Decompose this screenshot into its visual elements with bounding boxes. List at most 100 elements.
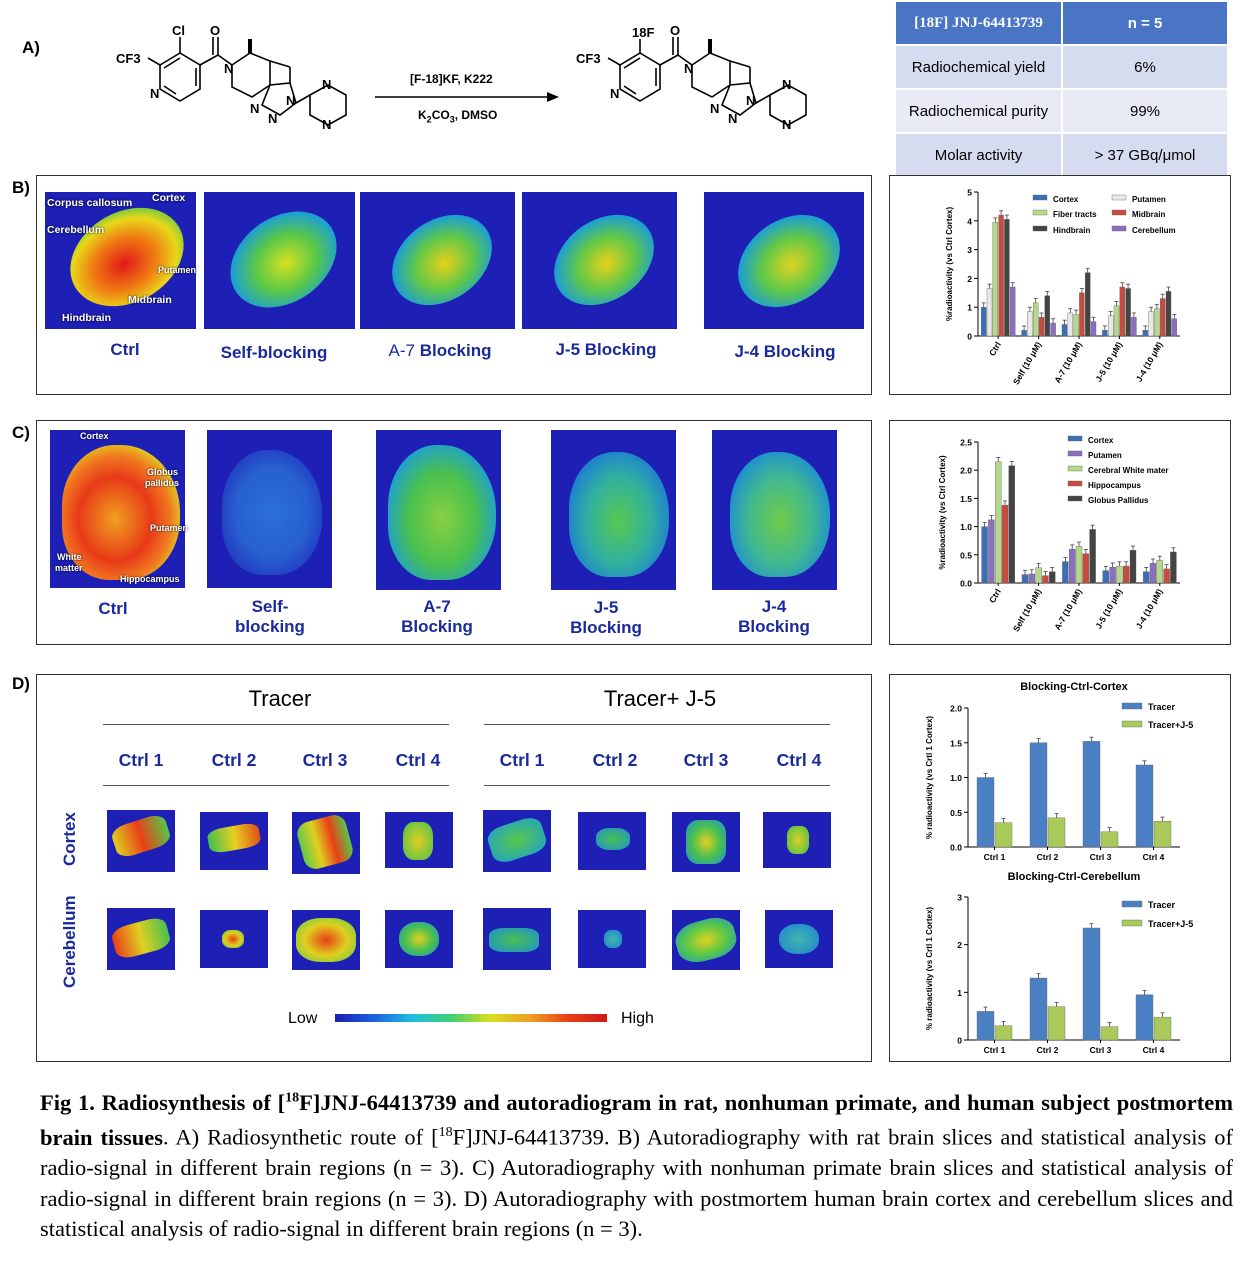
bar — [976, 1011, 995, 1041]
label-c-matter: matter — [55, 563, 83, 573]
svg-text:N: N — [268, 111, 277, 126]
bar — [1067, 312, 1074, 337]
caption-c-self-l1: Self- — [251, 597, 289, 616]
bar — [1021, 574, 1029, 584]
svg-text:O: O — [670, 23, 680, 38]
y-tick-label: 1 — [957, 988, 962, 998]
y-tick-label: 2 — [957, 940, 962, 950]
label-c-hippocampus: Hippocampus — [120, 574, 180, 584]
reaction-conditions-bottom: K2CO3, DMSO — [418, 108, 498, 125]
svg-text:N: N — [286, 93, 295, 108]
caption-c-a7-l2: Blocking — [401, 617, 473, 636]
legend-label: Hippocampus — [1088, 481, 1141, 490]
bar — [1109, 567, 1116, 584]
reactant-cl: Cl — [172, 23, 185, 38]
panel-b-image-box — [36, 175, 872, 395]
bar — [1062, 561, 1069, 584]
y-tick-label: 5 — [967, 188, 972, 198]
bar — [1170, 551, 1177, 584]
nhp-ctrl-autoradiogram — [50, 430, 185, 588]
human-cerebellum-autoradiogram — [107, 908, 175, 970]
row-label-cerebellum: Cerebellum — [60, 895, 79, 988]
legend-swatch — [1032, 209, 1048, 216]
table-cell: 6% — [1061, 44, 1229, 90]
label-c-white: White — [57, 552, 82, 562]
caption-b-a7: A-7 Blocking — [388, 341, 492, 360]
human-cerebellum-autoradiogram — [292, 910, 360, 970]
rat-a7-blocking-autoradiogram — [360, 192, 515, 329]
legend-label: Cerebellum — [1132, 226, 1176, 235]
human-cortex-autoradiogram — [292, 812, 360, 874]
legend-swatch — [1067, 480, 1083, 487]
human-cortex-autoradiogram — [578, 812, 646, 870]
x-tick-label: Ctrl 4 — [1143, 1045, 1165, 1055]
caption-b-j5: J-5 Blocking — [555, 340, 657, 359]
y-axis-label: %radioactivity (vs Ctrl Cortex) — [945, 207, 954, 322]
bar — [1102, 330, 1108, 337]
x-tick-label: Ctrl 1 — [984, 852, 1006, 862]
nhp-a7-blocking-autoradiogram — [376, 430, 501, 590]
bar — [1100, 1026, 1119, 1041]
y-tick-label: 1 — [967, 303, 972, 313]
bar — [1154, 308, 1160, 337]
legend-label: Putamen — [1088, 451, 1122, 460]
rat-j4-blocking-autoradiogram — [704, 192, 864, 329]
human-cortex-autoradiogram — [763, 812, 831, 868]
y-axis-label: % radioactivity (vs Crtl 1 Cortex) — [925, 907, 934, 1030]
label-putamen: Putamen — [158, 265, 197, 275]
y-tick-label: 2.0 — [950, 704, 962, 714]
bar — [1160, 298, 1166, 337]
ctrl-header: Ctrl 3 — [683, 750, 729, 770]
bar — [1156, 560, 1163, 584]
ctrl-header: Ctrl 2 — [211, 750, 257, 770]
x-tick-label: J-4 (10 μM) — [1134, 587, 1165, 631]
bar — [1090, 321, 1097, 337]
y-tick-label: 1.5 — [950, 738, 962, 748]
bar — [1149, 563, 1157, 584]
x-tick-label: A-7 (10 μM) — [1052, 587, 1084, 632]
bar — [980, 306, 987, 337]
human-cortex-autoradiogram — [672, 812, 740, 872]
legend-swatch — [1121, 919, 1143, 927]
legend-label: Fiber tracts — [1053, 210, 1097, 219]
chart-c: 0.0 0.5 1.0 1.5 2.0 2.5 %radioactivity (vs Ctr… — [938, 435, 1180, 633]
product-n: N — [610, 86, 619, 101]
y-tick-label: 0 — [957, 1036, 962, 1046]
scale-low-label: Low — [288, 1010, 318, 1027]
bar — [988, 519, 995, 584]
bar — [976, 777, 995, 848]
legend-label: Midbrain — [1132, 210, 1165, 219]
caption-c-self-l2: blocking — [235, 617, 305, 636]
y-tick-label: 0.0 — [950, 843, 962, 853]
bar — [1135, 994, 1154, 1041]
ctrl-header: Ctrl 2 — [592, 750, 638, 770]
x-tick-label: J-5 (10 μM) — [1093, 340, 1124, 384]
ctrl-header: Ctrl 1 — [499, 750, 545, 770]
label-c-globus: Globus — [147, 467, 178, 477]
panel-d-chart-box — [889, 674, 1231, 1062]
y-tick-label: 4 — [967, 216, 972, 226]
svg-text:N: N — [746, 93, 755, 108]
bar — [992, 222, 999, 337]
label-corpus-callosum: Corpus callosum — [47, 197, 133, 209]
group-header-tracer-j5: Tracer+ J-5 — [603, 686, 717, 711]
y-tick-label: 3 — [957, 893, 962, 903]
table-header-n: n = 5 — [1061, 0, 1229, 46]
caption-c-j5-l1: J-5 — [593, 598, 619, 617]
product-cf3: CF3 — [576, 51, 601, 66]
ctrl-header: Ctrl 4 — [395, 750, 441, 770]
x-tick-label: Ctrl 2 — [1037, 852, 1059, 862]
bar — [1107, 315, 1114, 337]
bar — [1153, 821, 1172, 848]
caption-c-j4-l1: J-4 — [761, 597, 787, 616]
legend-swatch — [1111, 225, 1127, 232]
human-cortex-autoradiogram — [483, 810, 551, 872]
bar — [1035, 567, 1042, 584]
table-cell: > 37 GBq/μmol — [1061, 132, 1229, 178]
figure-caption: Fig 1. Radiosynthesis of [18F]JNJ-644137… — [40, 1089, 1234, 1242]
y-tick-label: 0 — [967, 332, 972, 342]
bar — [1047, 1006, 1066, 1041]
legend-swatch — [1032, 225, 1048, 232]
y-axis-label: %radioactivity (vs Ctrl Cortex) — [938, 455, 947, 570]
y-tick-label: 0.5 — [950, 808, 962, 818]
